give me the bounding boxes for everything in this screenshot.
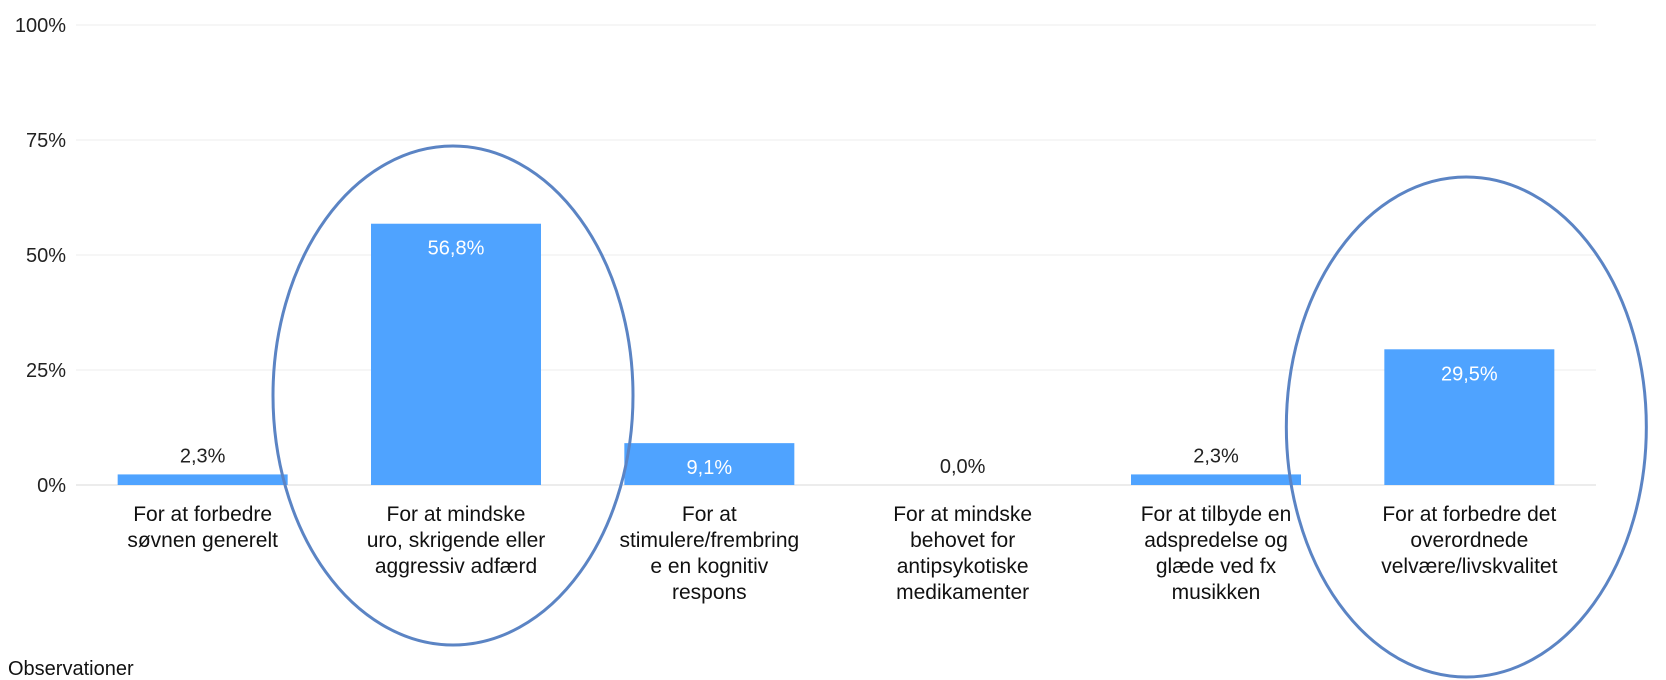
y-tick-label: 50% [26, 245, 66, 267]
x-category-label: For at stimulere/frembring e en kognitiv re… [619, 503, 799, 604]
data-label: 0,0% [940, 456, 986, 478]
bars [117, 223, 1555, 485]
footer-label: Observationer [8, 658, 134, 680]
highlight-ellipses [271, 144, 1648, 679]
x-category-label: For at forbedre søvnen generelt [127, 503, 278, 552]
bar [1384, 349, 1555, 485]
data-label: 56,8% [428, 238, 485, 260]
x-category-label: For at mindske uro, skrigende eller aggres… [367, 503, 546, 578]
data-label: 29,5% [1441, 363, 1498, 385]
x-category-label: For at mindske behovet for antipsykotiske m… [893, 503, 1032, 604]
bar [371, 223, 541, 485]
bar [624, 443, 795, 485]
data-label: 2,3% [180, 445, 226, 467]
y-tick-label: 25% [26, 360, 66, 382]
bar [117, 474, 288, 485]
highlight-ellipse [271, 144, 635, 647]
gridlines [76, 24, 1596, 486]
y-tick-label: 75% [26, 130, 66, 152]
x-category-label: For at tilbyde en adspredelse og glæde ved… [1141, 503, 1292, 604]
x-axis-categories: For at forbedre søvnen generelt For at min… [127, 503, 1557, 604]
y-tick-label: 100% [15, 15, 66, 37]
highlight-ellipse [1284, 175, 1648, 679]
data-label: 9,1% [687, 457, 733, 479]
y-axis-ticks: 0% 25% 50% 75% 100% [15, 15, 66, 497]
x-category-label: For at forbedre det overordnede velvære/li… [1381, 503, 1557, 578]
y-tick-label: 0% [37, 475, 66, 497]
bar [1131, 474, 1301, 485]
value-labels: 2,3% 56,8% 9,1% 0,0% 2,3% 29,5% [180, 238, 1498, 479]
data-label: 2,3% [1193, 445, 1239, 467]
